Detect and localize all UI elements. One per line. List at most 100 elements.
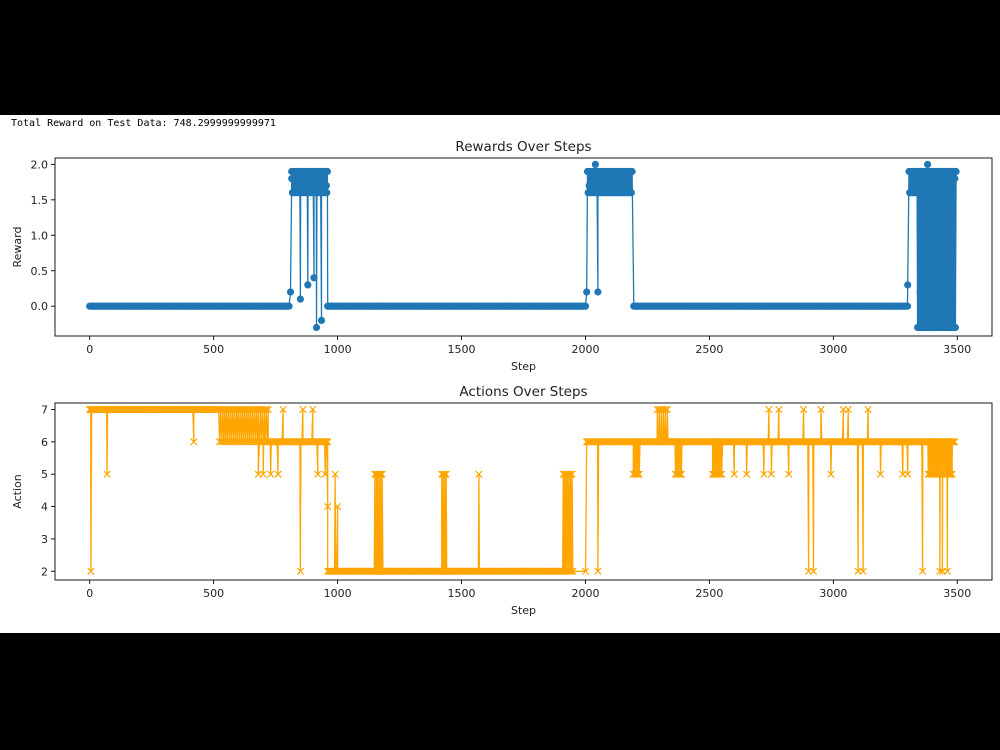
data-point [323, 189, 331, 197]
data-point [323, 438, 331, 446]
x-axis-label: Step [511, 360, 536, 373]
data-point [634, 470, 642, 478]
y-tick-label: 5 [41, 468, 48, 481]
x-tick-label: 3000 [819, 343, 847, 356]
data-point [291, 182, 299, 190]
data-point [918, 567, 927, 575]
x-tick-label: 0 [86, 343, 93, 356]
data-point [730, 470, 738, 478]
data-point [333, 502, 342, 511]
data-point [859, 567, 867, 575]
data-point [321, 438, 329, 446]
data-point [676, 470, 684, 478]
data-point [321, 470, 329, 478]
data-point [627, 189, 635, 197]
y-tick-label: 1.5 [31, 194, 49, 207]
data-point [785, 470, 793, 478]
x-tick-label: 1000 [324, 587, 352, 600]
series-line [89, 408, 955, 572]
data-point [87, 567, 95, 575]
data-point [324, 438, 332, 446]
data-point [876, 470, 885, 478]
data-point [948, 470, 956, 478]
data-point [299, 405, 307, 414]
x-tick-label: 2000 [571, 587, 599, 600]
data-point [331, 470, 339, 478]
data-point [190, 438, 198, 446]
x-tick-label: 2500 [695, 587, 723, 600]
y-tick-label: 4 [41, 501, 48, 514]
x-tick-label: 2000 [571, 343, 599, 356]
data-point [315, 175, 323, 183]
data-point [628, 167, 636, 176]
data-point [310, 274, 318, 282]
actions-chart: Actions Over Steps 0 500 1000 1500 2000 2500 30… [11, 384, 993, 617]
data-point [943, 567, 952, 575]
notebook-output: Total Reward on Test Data: 748.299999999… [0, 115, 1000, 633]
data-point [314, 470, 322, 478]
data-point [817, 405, 825, 414]
x-tick-label: 1000 [324, 343, 352, 356]
x-tick-label: 2500 [695, 343, 723, 356]
data-point [568, 470, 576, 478]
data-point [585, 182, 593, 190]
data-point [951, 323, 960, 332]
data-point [663, 405, 671, 414]
data-point [475, 470, 483, 478]
data-point [288, 175, 296, 183]
data-point [264, 405, 272, 414]
data-point [566, 470, 575, 478]
data-point [924, 160, 932, 168]
data-point [767, 470, 776, 478]
data-point [262, 405, 270, 414]
data-point [565, 470, 573, 478]
data-point [441, 470, 449, 478]
data-point [259, 470, 267, 478]
data-point [717, 470, 726, 478]
x-axis-label: Step [511, 604, 536, 617]
data-point [285, 302, 293, 310]
plot-frame [54, 157, 993, 337]
data-point [949, 438, 958, 446]
y-axis-label: Action [11, 474, 24, 508]
data-point [714, 470, 723, 478]
data-point [103, 470, 111, 478]
y-tick-label: 6 [41, 436, 48, 449]
data-point [661, 405, 669, 414]
data-point [583, 288, 591, 296]
data-point [591, 160, 600, 168]
data-point [324, 502, 332, 511]
data-point [950, 438, 959, 446]
data-point [904, 281, 912, 289]
data-point [946, 470, 955, 478]
x-tick-label: 500 [203, 587, 224, 600]
y-tick-label: 0.0 [31, 300, 49, 313]
data-point [322, 182, 330, 190]
y-tick-label: 1.0 [31, 229, 49, 242]
data-point [439, 470, 447, 478]
data-point [594, 288, 602, 296]
data-point [309, 405, 317, 414]
data-point [809, 567, 818, 575]
data-point [864, 405, 872, 414]
data-point [323, 167, 331, 176]
x-tick-label: 0 [86, 587, 93, 600]
x-tick-label: 3500 [943, 343, 971, 356]
y-axis-label: Reward [11, 227, 24, 268]
data-point [716, 470, 724, 478]
y-tick-label: 2 [41, 565, 48, 578]
data-point [581, 302, 590, 310]
data-point [903, 302, 912, 310]
x-tick-label: 3500 [943, 587, 971, 600]
y-tick-label: 2.0 [31, 158, 49, 171]
data-point [799, 405, 808, 414]
data-point [760, 470, 768, 478]
rewards-chart: Rewards Over Steps 0 500 1000 1500 2000 2500 30… [11, 139, 993, 373]
data-point [312, 323, 321, 332]
data-point [317, 316, 326, 324]
data-point [775, 405, 783, 414]
data-point [378, 470, 386, 478]
data-point [322, 438, 330, 446]
data-point [296, 295, 304, 303]
